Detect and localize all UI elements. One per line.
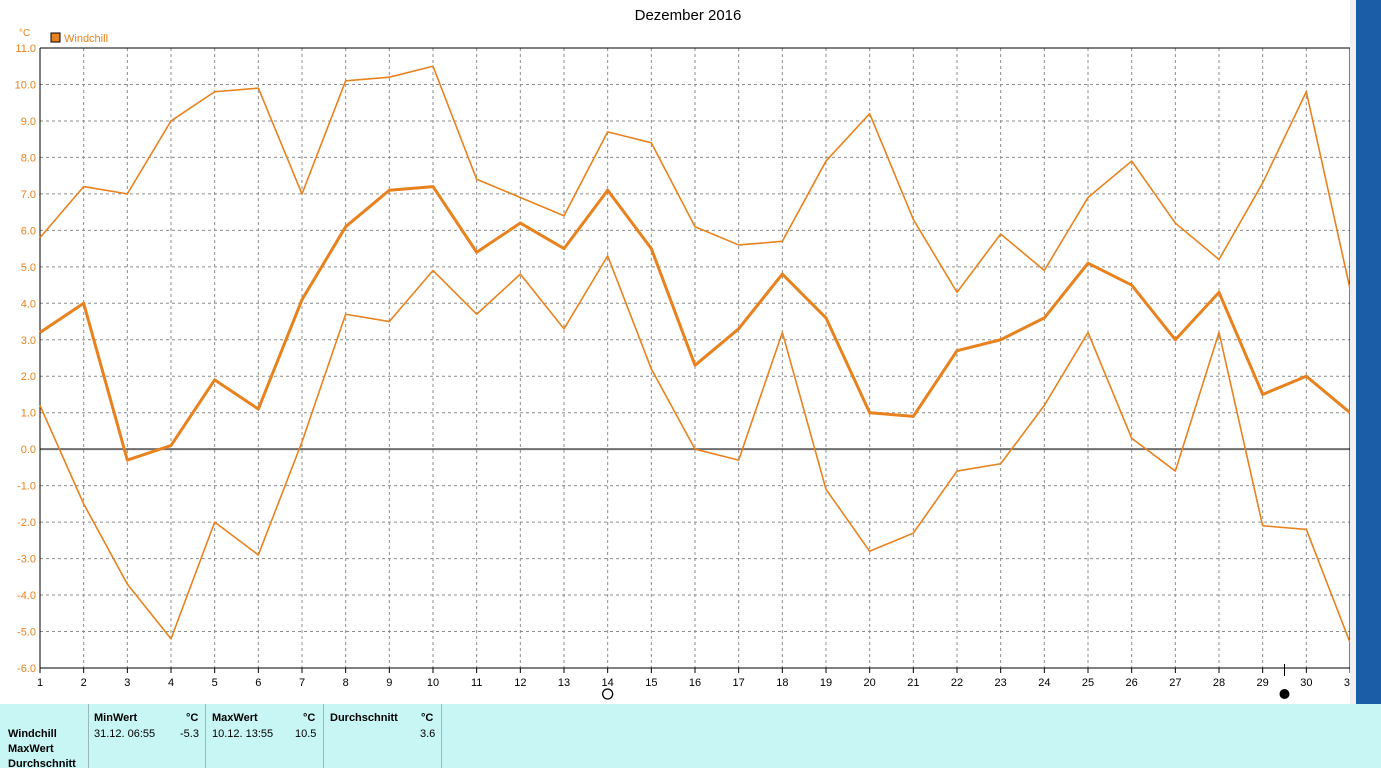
x-tick-label: 17 <box>733 677 745 689</box>
y-tick-label: 10.0 <box>15 79 36 91</box>
x-tick-label: 5 <box>212 677 218 689</box>
stats-row-label-maxwert: MaxWert <box>8 743 54 755</box>
legend-label: Windchill <box>64 33 108 45</box>
stats-divider <box>323 704 324 768</box>
stats-divider <box>441 704 442 768</box>
y-tick-label: 7.0 <box>21 189 36 201</box>
avg-unit: °C <box>421 712 434 724</box>
legend-swatch <box>50 32 61 43</box>
x-tick-label: 29 <box>1257 677 1269 689</box>
y-tick-label: 3.0 <box>21 335 36 347</box>
chart-area: 11.0 10.0 9.0 8.0 7.0 6.0 5.0 4.0 3.0 2.0 1.0 0.0 -1… <box>15 0 1381 704</box>
min-time: 31.12. 06:55 <box>94 728 156 740</box>
x-tick-label: 3 <box>124 677 130 689</box>
windchill-chart: 11.0 10.0 9.0 8.0 7.0 6.0 5.0 4.0 3.0 2.0 1.0 0.0 -1… <box>15 7 1356 700</box>
x-tick-label: 30 <box>1300 677 1312 689</box>
x-tick-label: 15 <box>645 677 657 689</box>
min-unit: °C <box>186 712 199 724</box>
stats-row-label-durchschnitt: Durchschnitt <box>8 758 76 770</box>
filled-circle-marker <box>1279 689 1290 699</box>
max-unit: °C <box>303 712 316 724</box>
x-tick-label: 4 <box>168 677 174 689</box>
max-header: MaxWert <box>212 712 258 724</box>
x-tick-label: 2 <box>81 677 87 689</box>
y-tick-label: 6.0 <box>21 225 36 237</box>
series-line-avg <box>39 185 1351 462</box>
x-tick-label: 1 <box>37 677 43 689</box>
chart-title: Dezember 2016 <box>635 7 742 24</box>
x-tick-label: 10 <box>427 677 439 689</box>
y-tick-label: 11.0 <box>15 43 36 55</box>
x-tick-label: 26 <box>1126 677 1138 689</box>
x-tick-label: 7 <box>299 677 305 689</box>
y-tick-label: 9.0 <box>21 116 36 128</box>
x-tick-label: 8 <box>343 677 349 689</box>
x-tick-label: 25 <box>1082 677 1094 689</box>
y-tick-label: -3.0 <box>17 554 36 566</box>
y-tick-label: 8.0 <box>21 152 36 164</box>
y-tick-label: -5.0 <box>17 627 36 639</box>
x-tick-label: 6 <box>255 677 261 689</box>
y-tick-label: -6.0 <box>17 663 36 675</box>
x-tick-label: 23 <box>995 677 1007 689</box>
max-time: 10.12. 13:55 <box>212 728 274 740</box>
stats-panel: Windchill MaxWert Durchschnitt MinWert °… <box>0 704 1381 770</box>
y-tick-label: -1.0 <box>17 481 36 493</box>
x-tick-label: 18 <box>776 677 788 689</box>
min-header: MinWert <box>94 712 138 724</box>
y-tick-label: 5.0 <box>21 262 36 274</box>
window-edge <box>1356 0 1381 704</box>
y-tick-label: -4.0 <box>17 590 36 602</box>
stats-divider <box>205 704 206 768</box>
x-tick-label: 9 <box>386 677 392 689</box>
y-tick-label: 1.0 <box>21 408 36 420</box>
y-tick-label: -2.0 <box>17 517 36 529</box>
x-tick-label: 22 <box>951 677 963 689</box>
avg-header: Durchschnitt <box>330 712 398 724</box>
x-tick-label: 20 <box>864 677 876 689</box>
x-tick-label: 13 <box>558 677 570 689</box>
series-line-max <box>39 65 1351 294</box>
x-tick-label: 19 <box>820 677 832 689</box>
y-unit-label: °C <box>19 28 30 39</box>
x-tick-label: 14 <box>602 677 614 689</box>
x-tick-label: 21 <box>907 677 919 689</box>
avg-value: 3.6 <box>420 728 436 740</box>
x-tick-label: 12 <box>514 677 526 689</box>
stats-row-label-windchill: Windchill <box>8 728 57 740</box>
x-tick-label: 16 <box>689 677 701 689</box>
x-tick-label: 28 <box>1213 677 1225 689</box>
y-tick-label: 0.0 <box>21 444 36 456</box>
x-tick-label: 24 <box>1038 677 1050 689</box>
x-tick-label: 11 <box>471 677 482 689</box>
stats-divider <box>88 704 89 768</box>
series-line-min <box>39 255 1351 643</box>
y-tick-label: 4.0 <box>21 298 36 310</box>
open-circle-marker <box>602 688 614 700</box>
y-tick-label: 2.0 <box>21 371 36 383</box>
max-value: 10.5 <box>295 728 317 740</box>
chart-right-frame <box>1350 0 1356 704</box>
min-value: -5.3 <box>180 728 199 740</box>
x-tick-label: 27 <box>1169 677 1181 689</box>
